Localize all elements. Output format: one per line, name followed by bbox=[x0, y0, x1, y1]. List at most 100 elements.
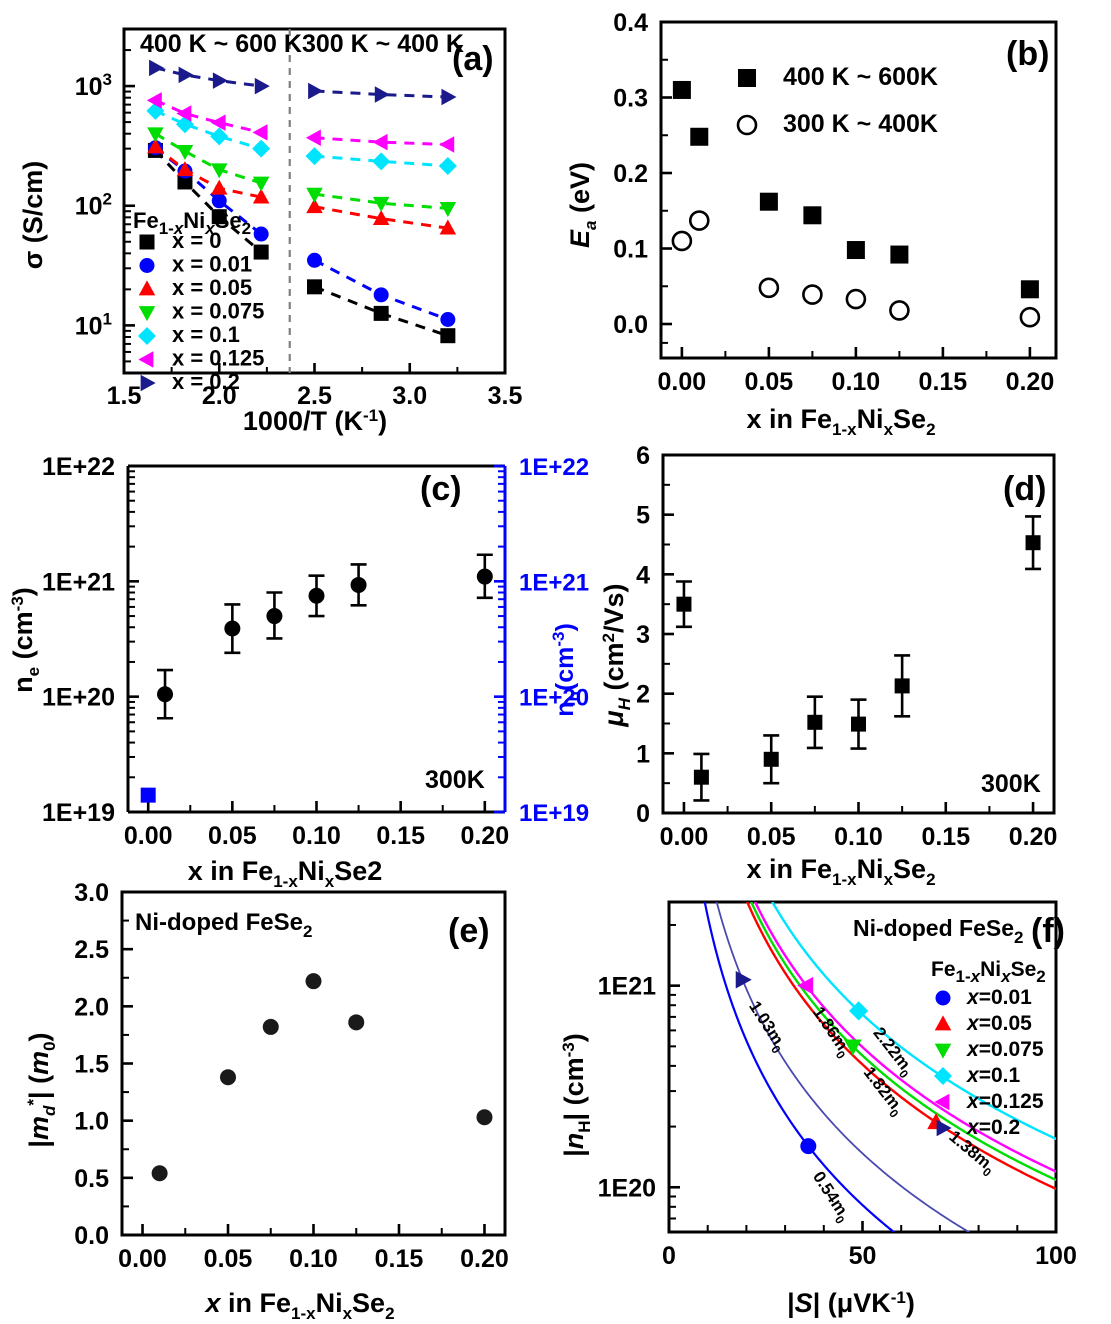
x-tick-label: 3.0 bbox=[392, 382, 427, 410]
data-point bbox=[851, 716, 866, 732]
legend-marker bbox=[138, 280, 156, 296]
legend-label: x = 0.01 bbox=[172, 252, 252, 277]
panel-f-legend-title: Fe1-xNixSe2 bbox=[931, 958, 1046, 986]
y-tick-label: 0.0 bbox=[74, 1222, 109, 1250]
legend-marker bbox=[736, 114, 758, 136]
data-point bbox=[177, 174, 193, 190]
panel-e: 0.00 0.05 0.10 0.15 0.20 0.0 0.5 1.0 1.5 2.0 2.5 3.… bbox=[0, 879, 560, 1324]
x-tick-label: 3.5 bbox=[488, 382, 523, 410]
legend-label: 300 K ~ 400K bbox=[783, 110, 938, 138]
panel-c-ylabel: ne (cm-3) bbox=[8, 587, 43, 693]
data-point bbox=[252, 176, 270, 192]
y-tick-label: 101 bbox=[75, 309, 112, 340]
panel-f: 0 50 100 1E20 1E21 0.54m0 1.03m0 1.38m0 1.82m0 1… bbox=[551, 880, 1111, 1324]
x-tick-label: 0.05 bbox=[208, 822, 257, 850]
y-right-tick-label: 1E+20 bbox=[519, 685, 589, 712]
data-point bbox=[672, 80, 691, 99]
data-point bbox=[211, 193, 227, 209]
data-point bbox=[372, 152, 391, 171]
data-point bbox=[690, 127, 709, 146]
data-point bbox=[845, 288, 867, 310]
legend-label: x=0.125 bbox=[966, 1090, 1044, 1113]
legend-label: x = 0.125 bbox=[172, 346, 264, 371]
legend-marker bbox=[139, 234, 155, 250]
data-point bbox=[803, 206, 822, 225]
legend-marker bbox=[138, 327, 156, 345]
x-tick-label: 0.20 bbox=[460, 1245, 509, 1273]
panel-a-svg: 1.5 2.0 2.5 3.0 3.5 101 102 103 400 K ~ 600 K 3… bbox=[18, 27, 523, 436]
data-point bbox=[758, 277, 780, 299]
panel-c-temperature-note: 300K bbox=[425, 766, 485, 794]
data-point bbox=[253, 226, 269, 242]
x-tick-label: 0.00 bbox=[660, 823, 709, 851]
pisarenko-curve bbox=[771, 902, 1056, 1141]
data-point bbox=[254, 77, 270, 95]
data-point bbox=[210, 127, 229, 146]
pisarenko-curve bbox=[745, 902, 1056, 1191]
panel-a-xlabel: 1000/T (K-1) bbox=[243, 406, 387, 436]
data-point bbox=[157, 686, 174, 703]
legend-label: 400 K ~ 600K bbox=[783, 63, 938, 91]
series-line bbox=[314, 89, 448, 99]
legend-marker bbox=[936, 1119, 952, 1137]
y-tick-label: 0.3 bbox=[613, 85, 648, 113]
curve-label: 0.54m0 bbox=[806, 1168, 855, 1227]
x-tick-label: 1.5 bbox=[107, 382, 142, 410]
x-tick-label: 2.5 bbox=[297, 382, 332, 410]
data-point bbox=[306, 187, 323, 203]
legend-label: x = 0 bbox=[172, 228, 222, 253]
panel-f-annotation: Ni-doped FeSe2 bbox=[853, 915, 1023, 947]
data-point bbox=[693, 769, 709, 785]
data-point bbox=[308, 587, 325, 604]
legend-label: x = 0.2 bbox=[172, 369, 240, 394]
data-point bbox=[224, 620, 241, 637]
data-point bbox=[151, 1165, 168, 1182]
x-tick-label: 0.05 bbox=[747, 823, 796, 851]
y-tick-label: 0.1 bbox=[613, 236, 648, 264]
data-point bbox=[688, 210, 710, 231]
data-point bbox=[212, 72, 228, 89]
data-point bbox=[176, 144, 194, 160]
panel-e-svg: 0.00 0.05 0.10 0.15 0.20 0.0 0.5 1.0 1.5 2.0 2.5 3.… bbox=[24, 879, 509, 1323]
x-tick-label: 0.10 bbox=[292, 822, 341, 850]
y-tick-label: 2.5 bbox=[74, 936, 109, 964]
series-line bbox=[154, 132, 262, 185]
data-point bbox=[476, 568, 493, 585]
series-line bbox=[314, 136, 448, 146]
x-tick-label: 50 bbox=[849, 1242, 877, 1270]
data-point bbox=[211, 209, 227, 225]
data-point bbox=[176, 105, 192, 122]
data-point bbox=[1020, 280, 1039, 299]
data-point bbox=[439, 136, 455, 153]
data-point bbox=[671, 230, 693, 252]
panel-c-xlabel: x in Fe1-xNixSe2 bbox=[188, 856, 383, 891]
panel-a-annotation-low: 300 K ~ 400 K bbox=[302, 30, 464, 58]
panel-b-svg: 0.00 0.05 0.10 0.15 0.200.00.10.20.30.4 (b) … bbox=[565, 9, 1058, 439]
y-tick-label: 0.5 bbox=[74, 1165, 109, 1193]
panel-d-ylabel: μH (cm2/Vs) bbox=[599, 583, 634, 727]
series-line bbox=[154, 98, 262, 134]
panel-f-ylabel: |nH| (cm-3) bbox=[559, 1033, 594, 1157]
y-tick-label: 4 bbox=[636, 561, 650, 589]
data-point bbox=[305, 147, 324, 166]
data-point bbox=[374, 86, 390, 103]
legend-label: x = 0.1 bbox=[172, 322, 240, 347]
data-point bbox=[889, 300, 910, 321]
data-point bbox=[220, 1069, 237, 1086]
panel-f-xlabel: |S| (μVK-1) bbox=[787, 1288, 915, 1318]
legend-marker bbox=[935, 990, 951, 1006]
data-point bbox=[210, 114, 226, 131]
series-line bbox=[314, 192, 448, 210]
data-point bbox=[802, 284, 823, 305]
x-tick-label: 0.15 bbox=[921, 823, 970, 851]
data-point bbox=[439, 219, 457, 235]
data-point bbox=[372, 196, 390, 212]
y-right-tick-label: 1E+21 bbox=[519, 569, 589, 596]
panel-c-tag: (c) bbox=[420, 470, 462, 508]
y-tick-label: 0.2 bbox=[613, 160, 648, 188]
data-point bbox=[252, 139, 271, 158]
data-point bbox=[807, 714, 823, 730]
data-point bbox=[846, 241, 865, 260]
x-tick-label: 0.10 bbox=[832, 368, 881, 396]
